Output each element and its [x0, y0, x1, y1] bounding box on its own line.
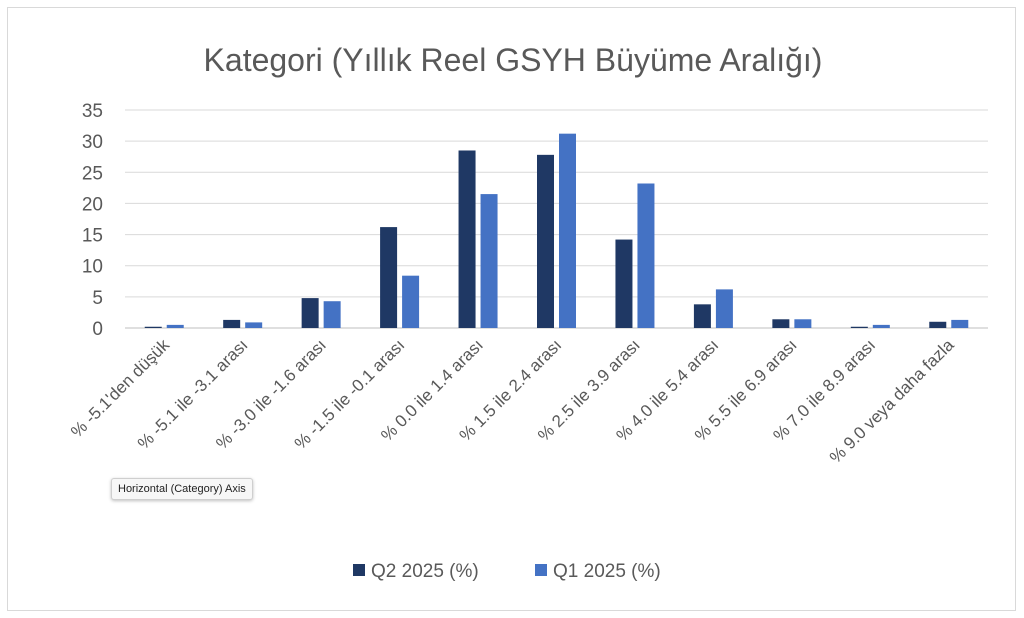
y-tick-label: 35	[82, 101, 103, 122]
y-tick-label: 15	[82, 226, 103, 247]
legend-label[interactable]: Q2 2025 (%)	[371, 561, 479, 582]
y-tick-label: 20	[82, 194, 103, 215]
bar-q1-2025-7[interactable]	[715, 289, 733, 328]
y-tick-label: 25	[82, 163, 103, 184]
y-tick-label: 30	[82, 132, 103, 153]
bar-q1-2025-6[interactable]	[637, 183, 655, 328]
bar-q2-2025-5[interactable]	[537, 154, 554, 328]
y-tick-label: 5	[92, 288, 103, 309]
bar-q2-2025-9[interactable]	[850, 326, 868, 328]
bar-q2-2025-10[interactable]	[929, 321, 947, 328]
y-tick-label: 10	[82, 257, 103, 278]
bar-q1-2025-3[interactable]	[402, 275, 420, 328]
y-tick-label: 0	[92, 319, 103, 340]
bar-q1-2025-5[interactable]	[559, 133, 576, 328]
chart-area[interactable]: Kategori (Yıllık Reel GSYH Büyüme Aralığ…	[7, 7, 1016, 611]
plot-area[interactable]	[144, 133, 969, 328]
bar-q1-2025-2[interactable]	[323, 301, 341, 328]
bar-q1-2025-0[interactable]	[166, 324, 184, 328]
chart-title[interactable]: Kategori (Yıllık Reel GSYH Büyüme Aralığ…	[204, 42, 823, 78]
bar-q2-2025-7[interactable]	[693, 304, 711, 328]
bar-q2-2025-2[interactable]	[301, 298, 319, 328]
bar-q2-2025-6[interactable]	[615, 239, 633, 328]
bar-q1-2025-10[interactable]	[951, 319, 969, 328]
bar-q2-2025-3[interactable]	[380, 227, 398, 328]
bar-q1-2025-8[interactable]	[794, 319, 812, 328]
legend-label[interactable]: Q1 2025 (%)	[553, 561, 661, 582]
legend-swatch	[353, 564, 365, 576]
y-axis[interactable]: 0 5 10 15 20 25 30 35	[82, 101, 103, 340]
gridlines	[125, 109, 988, 329]
bar-q2-2025-1[interactable]	[223, 319, 241, 328]
bar-q2-2025-8[interactable]	[772, 319, 790, 328]
legend[interactable]: Q2 2025 (%) Q1 2025 (%)	[353, 561, 661, 582]
x-axis[interactable]: % -5.1'den düşük% -5.1 ile -3.1 arası% -…	[67, 335, 958, 467]
chart-svg: Kategori (Yıllık Reel GSYH Büyüme Aralığ…	[67, 42, 988, 582]
legend-swatch	[535, 564, 547, 576]
bar-q1-2025-1[interactable]	[245, 322, 263, 328]
axis-tooltip: Horizontal (Category) Axis	[111, 478, 253, 500]
bar-q2-2025-0[interactable]	[144, 326, 162, 328]
bar-q1-2025-9[interactable]	[872, 324, 890, 328]
bar-q2-2025-4[interactable]	[458, 150, 476, 328]
bar-q1-2025-4[interactable]	[480, 194, 498, 328]
